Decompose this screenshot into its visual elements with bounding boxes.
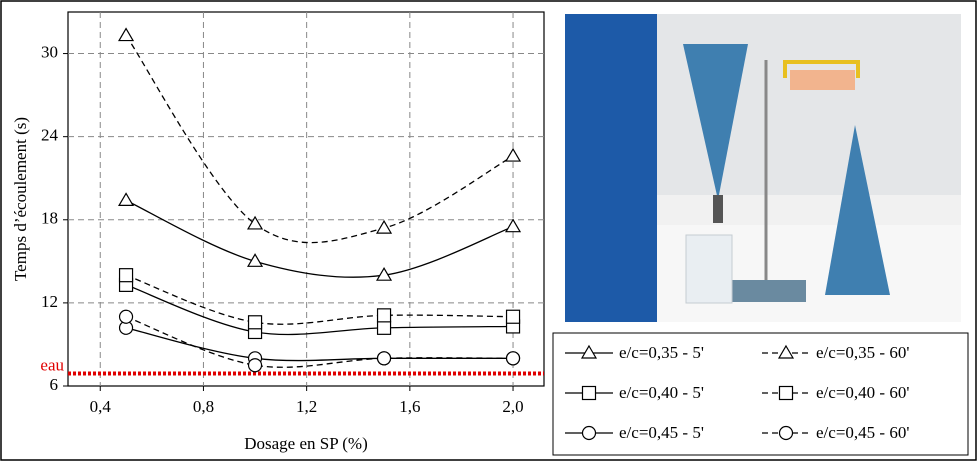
x-tick-label: 1,6 <box>399 397 420 416</box>
data-point <box>505 351 521 366</box>
series-line <box>125 274 514 325</box>
data-point <box>504 218 522 233</box>
series-line <box>125 199 514 278</box>
series-line <box>125 316 514 368</box>
legend-label: e/c=0,35 - 60' <box>816 343 909 362</box>
data-point <box>247 215 264 230</box>
photo-beaker <box>685 234 733 304</box>
data-point <box>376 308 392 323</box>
data-point <box>376 320 392 335</box>
photo-shelf <box>657 195 961 225</box>
series-line <box>125 284 514 336</box>
photo-door <box>565 14 657 322</box>
data-point <box>118 268 134 283</box>
legend-label: e/c=0,45 - 60' <box>816 423 909 442</box>
data-point <box>375 266 393 281</box>
data-point <box>247 253 264 267</box>
legend-marker <box>778 385 794 401</box>
legend-marker <box>581 385 597 401</box>
legend-box <box>552 332 969 456</box>
data-point <box>505 309 521 324</box>
legend-label: e/c=0,40 - 60' <box>816 383 909 402</box>
legend-marker <box>580 344 598 359</box>
y-axis-label: Temps d’écoulement (s) <box>11 117 30 281</box>
data-point <box>375 219 393 234</box>
data-point <box>247 315 263 330</box>
x-tick-label: 2,0 <box>502 397 523 416</box>
legend-label: e/c=0,35 - 5' <box>619 343 704 362</box>
legend-label: e/c=0,45 - 5' <box>619 423 704 442</box>
y-tick-label: 30 <box>41 42 58 61</box>
x-tick-label: 0,8 <box>193 397 214 416</box>
y-tick-label: 18 <box>41 209 58 228</box>
photo-holder <box>783 60 860 78</box>
data-point <box>376 351 392 366</box>
photo-stand-base <box>730 280 806 302</box>
y-tick-label: 24 <box>41 126 59 145</box>
data-point <box>504 147 522 162</box>
photo-funnel-tip <box>713 195 723 223</box>
data-point <box>118 27 135 42</box>
photo-funnel <box>683 44 748 200</box>
photo-paper-roll <box>790 70 855 90</box>
y-tick-label: 6 <box>50 375 59 394</box>
legend-marker <box>777 344 795 359</box>
legend-label: e/c=0,40 - 5' <box>619 383 704 402</box>
data-point <box>247 358 263 373</box>
legend-marker <box>778 425 794 441</box>
x-axis-label: Dosage en SP (%) <box>244 434 368 453</box>
reference-label: eau <box>40 355 64 374</box>
photo <box>565 14 961 322</box>
x-tick-label: 1,2 <box>296 397 317 416</box>
series-line <box>125 35 514 244</box>
data-point <box>118 309 134 324</box>
x-tick-label: 0,4 <box>90 397 112 416</box>
legend-marker <box>581 425 597 441</box>
y-tick-label: 12 <box>41 292 58 311</box>
data-point <box>118 192 135 206</box>
photo-cone <box>825 125 890 295</box>
plot-frame <box>67 11 545 387</box>
